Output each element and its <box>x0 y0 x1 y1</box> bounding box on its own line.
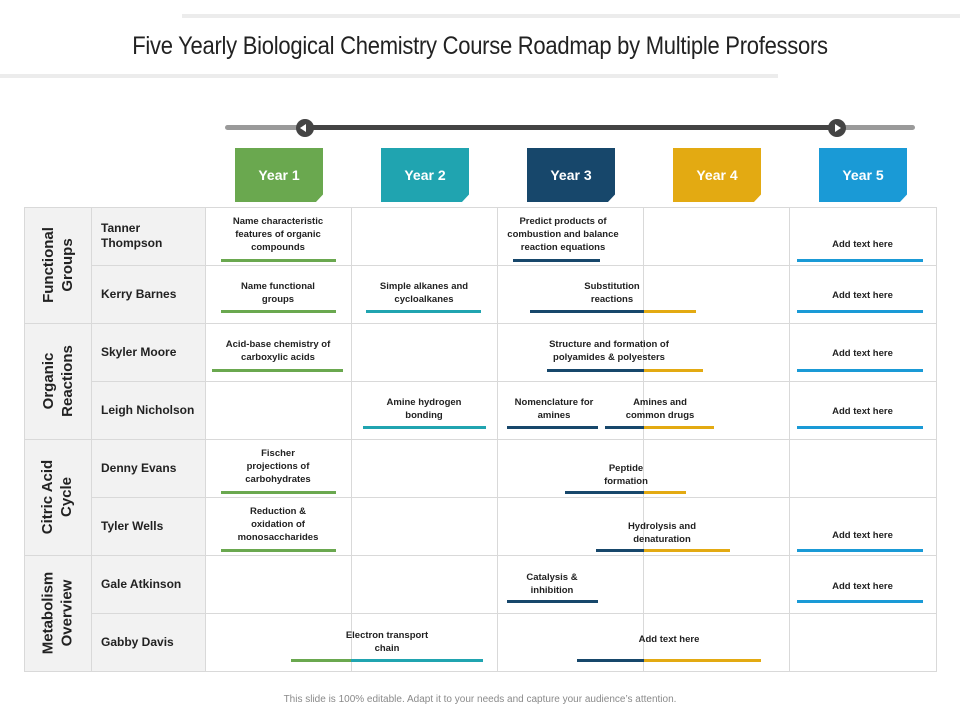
roadmap-grid: Functional Groups Organic Reactions Citr… <box>24 207 937 672</box>
professor-name: Tyler Wells <box>101 518 164 533</box>
year-badge-3: Year 3 <box>527 148 615 202</box>
year-badge-2: Year 2 <box>381 148 469 202</box>
task-label: Peptide formation <box>604 463 648 487</box>
task-bar <box>212 369 343 372</box>
task-bar <box>797 369 923 372</box>
task-bar <box>547 369 644 372</box>
task-bar <box>644 369 703 372</box>
year-badge-label: Year 4 <box>696 167 738 183</box>
task-bar <box>291 659 351 662</box>
task-label: Add text here <box>832 239 893 250</box>
task-bar <box>605 426 644 429</box>
task-bar <box>797 426 923 429</box>
task-label: Add text here <box>638 634 700 645</box>
header-decor-line-bottom <box>0 74 778 78</box>
task-label: Add text here <box>832 581 893 592</box>
task-label: Nomenclature for amines <box>514 397 594 421</box>
footer-note: This slide is 100% editable. Adapt it to… <box>283 694 677 705</box>
task-bar <box>644 659 761 662</box>
timeline-start-handle-icon[interactable] <box>296 119 314 137</box>
task-bar <box>797 549 923 552</box>
category-organic-reactions: Organic Reactions <box>24 323 91 439</box>
professor-name: Denny Evans <box>101 460 177 475</box>
task-bar <box>221 549 336 552</box>
category-label: Functional Groups <box>39 227 76 303</box>
task-bar <box>530 310 644 313</box>
task-bar <box>363 426 486 429</box>
year-badge-label: Year 2 <box>404 167 446 183</box>
professor-name: Gabby Davis <box>101 634 174 649</box>
task-label: Structure and formation of polyamides & … <box>549 339 669 363</box>
grid-hline <box>24 323 937 324</box>
header-decor-line-top <box>182 14 960 18</box>
timeline-active-range <box>305 125 837 130</box>
year-badge-label: Year 1 <box>258 167 300 183</box>
task-bar <box>221 310 336 313</box>
task-label: Predict products of combustion and balan… <box>507 216 619 253</box>
grid-hline <box>24 671 937 672</box>
task-bar <box>221 491 336 494</box>
task-label: Simple alkanes and cycloalkanes <box>379 281 469 305</box>
category-citric-acid-cycle: Citric Acid Cycle <box>24 439 91 555</box>
task-bar <box>366 310 481 313</box>
task-label: Amine hydrogen bonding <box>386 397 462 421</box>
task-label: Name functional groups <box>241 281 315 305</box>
grid-hline <box>91 497 937 498</box>
page-title: Five Yearly Biological Chemistry Course … <box>132 32 828 60</box>
task-bar <box>797 600 923 603</box>
task-bar <box>351 659 483 662</box>
category-metabolism-overview: Metabolism Overview <box>24 555 91 671</box>
grid-hline <box>24 555 937 556</box>
year-badge-5: Year 5 <box>819 148 907 202</box>
task-label: Add text here <box>832 290 893 301</box>
grid-hline <box>24 207 937 208</box>
year-badge-label: Year 3 <box>550 167 592 183</box>
category-functional-groups: Functional Groups <box>24 207 91 323</box>
task-bar <box>596 549 644 552</box>
timeline-end-handle-icon[interactable] <box>828 119 846 137</box>
category-label: Citric Acid Cycle <box>39 459 76 535</box>
task-label: Hydrolysis and denaturation <box>627 521 697 545</box>
category-label: Organic Reactions <box>39 345 76 417</box>
professor-name: Kerry Barnes <box>101 286 177 301</box>
task-label: Name characteristic features of organic … <box>232 216 324 253</box>
task-label: Substitution reactions <box>584 281 640 305</box>
task-bar <box>507 600 598 603</box>
task-bar <box>644 310 696 313</box>
year-badge-4: Year 4 <box>673 148 761 202</box>
year-badge-1: Year 1 <box>235 148 323 202</box>
task-label: Fischer projections of carbohydrates <box>245 448 311 485</box>
category-label: Metabolism Overview <box>39 571 76 655</box>
task-label: Add text here <box>832 348 893 359</box>
task-bar <box>577 659 644 662</box>
task-bar <box>507 426 598 429</box>
grid-hline <box>24 439 937 440</box>
task-bar <box>513 259 600 262</box>
task-bar <box>644 549 730 552</box>
task-label: Acid-base chemistry of carboxylic acids <box>225 339 331 363</box>
task-bar <box>644 426 714 429</box>
task-label: Catalysis & inhibition <box>526 572 578 596</box>
task-label: Amines and common drugs <box>625 397 695 421</box>
task-bar <box>797 310 923 313</box>
task-label: Add text here <box>832 406 893 417</box>
grid-hline <box>91 613 937 614</box>
professor-name: Gale Atkinson <box>101 576 182 591</box>
task-bar <box>797 259 923 262</box>
grid-hline <box>91 381 937 382</box>
year-badge-label: Year 5 <box>842 167 884 183</box>
grid-hline <box>91 265 937 266</box>
task-bar <box>644 491 686 494</box>
task-bar <box>565 491 644 494</box>
professor-name: Skyler Moore <box>101 344 177 359</box>
task-label: Electron transport chain <box>345 630 429 654</box>
task-label: Add text here <box>832 530 893 541</box>
professor-name: Tanner Thompson <box>101 221 163 250</box>
professor-name: Leigh Nicholson <box>101 402 195 417</box>
task-label: Reduction & oxidation of monosaccharides <box>237 506 319 543</box>
task-bar <box>221 259 336 262</box>
